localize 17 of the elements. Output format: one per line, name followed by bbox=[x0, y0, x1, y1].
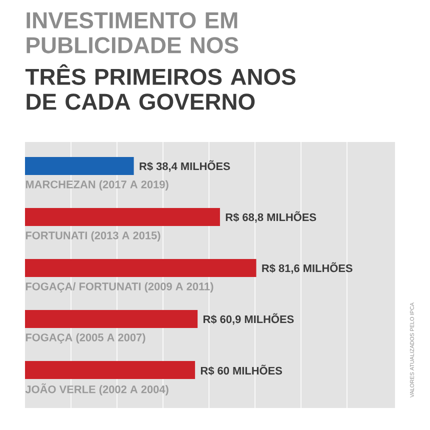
bar bbox=[25, 208, 220, 226]
chart-subtitle: TRÊS PRIMEIROS ANOS DE CADA GOVERNO bbox=[25, 64, 296, 110]
y-tick-label: FOGAÇA (2005 A 2007) bbox=[26, 333, 146, 344]
data-label: R$ 81,6 MILHÕES bbox=[262, 262, 352, 274]
data-label: R$ 38,4 MILHÕES bbox=[140, 160, 230, 172]
y-tick-label: JOÃO VERLE (2002 A 2004) bbox=[25, 383, 168, 396]
bar bbox=[25, 259, 256, 277]
bar bbox=[25, 157, 134, 175]
bar bbox=[25, 361, 196, 379]
data-label: R$ 68,8 MILHÕES bbox=[226, 211, 316, 223]
y-tick-label: FOGAÇA/ FORTUNATI (2009 A 2011) bbox=[26, 282, 214, 292]
data-label: R$ 60 MILHÕES bbox=[200, 364, 282, 376]
bar bbox=[25, 310, 198, 328]
chart-title: INVESTIMENTO EM PUBLICIDADE NOS bbox=[26, 12, 238, 54]
y-tick-label: FORTUNATI (2013 A 2015) bbox=[26, 231, 160, 242]
data-label: R$ 60,9 MILHÕES bbox=[204, 313, 294, 325]
y-tick-label: MARCHEZAN (2017 A 2019) bbox=[26, 180, 168, 190]
